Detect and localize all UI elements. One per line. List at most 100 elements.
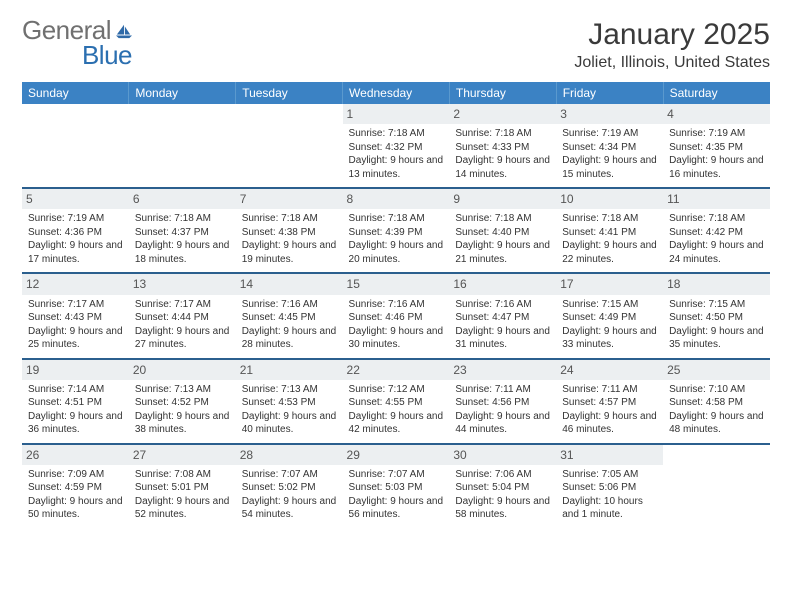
month-title: January 2025 — [574, 18, 770, 52]
calendar-cell-empty — [129, 104, 236, 188]
day-info: Sunrise: 7:15 AMSunset: 4:49 PMDaylight:… — [562, 298, 657, 352]
day-number: 28 — [236, 445, 343, 465]
calendar-cell: 29Sunrise: 7:07 AMSunset: 5:03 PMDayligh… — [343, 444, 450, 528]
logo-text-general: General — [22, 18, 111, 43]
day-info: Sunrise: 7:14 AMSunset: 4:51 PMDaylight:… — [28, 383, 123, 437]
calendar-cell-empty — [22, 104, 129, 188]
day-info: Sunrise: 7:06 AMSunset: 5:04 PMDaylight:… — [455, 468, 550, 522]
calendar-cell: 21 Sunrise: 7:13 AMSunset: 4:53 PMDayligh… — [236, 359, 343, 444]
calendar-cell: 23Sunrise: 7:11 AMSunset: 4:56 PMDayligh… — [449, 359, 556, 444]
day-info: Sunrise: 7:19 AMSunset: 4:34 PMDaylight:… — [562, 127, 657, 181]
day-number: 20 — [129, 360, 236, 380]
calendar-cell: 13 Sunrise: 7:17 AMSunset: 4:44 PMDayligh… — [129, 273, 236, 358]
calendar-cell-empty — [236, 104, 343, 188]
day-info: Sunrise: 7:18 AMSunset: 4:37 PMDaylight:… — [135, 212, 230, 266]
logo: GeneralBlue — [22, 18, 134, 67]
day-info: Sunrise: 7:11 AMSunset: 4:57 PMDaylight:… — [562, 383, 657, 437]
day-number: 19 — [22, 360, 129, 380]
calendar-header-row: SundayMondayTuesdayWednesdayThursdayFrid… — [22, 82, 770, 104]
day-number: 7 — [236, 189, 343, 209]
day-info: Sunrise: 7:18 AMSunset: 4:41 PMDaylight:… — [562, 212, 657, 266]
calendar-cell-empty — [663, 444, 770, 528]
day-number: 13 — [129, 274, 236, 294]
calendar-cell: 15 Sunrise: 7:16 AMSunset: 4:46 PMDayligh… — [343, 273, 450, 358]
calendar-cell: 30 Sunrise: 7:06 AMSunset: 5:04 PMDayligh… — [449, 444, 556, 528]
day-info: Sunrise: 7:13 AMSunset: 4:52 PMDaylight:… — [135, 383, 230, 437]
day-number: 30 — [449, 445, 556, 465]
day-info: Sunrise: 7:16 AMSunset: 4:47 PMDaylight:… — [455, 298, 550, 352]
day-number: 12 — [22, 274, 129, 294]
calendar-row: 5Sunrise: 7:19 AMSunset: 4:36 PMDaylight… — [22, 188, 770, 273]
calendar-cell: 19 Sunrise: 7:14 AMSunset: 4:51 PMDayligh… — [22, 359, 129, 444]
day-number: 25 — [663, 360, 770, 380]
title-block: January 2025 Joliet, Illinois, United St… — [574, 18, 770, 72]
day-number: 17 — [556, 274, 663, 294]
calendar-cell: 8Sunrise: 7:18 AMSunset: 4:39 PMDaylight… — [343, 188, 450, 273]
day-number: 29 — [343, 445, 450, 465]
calendar-cell: 20 Sunrise: 7:13 AMSunset: 4:52 PMDayligh… — [129, 359, 236, 444]
weekday-header: Wednesday — [343, 82, 450, 104]
day-info: Sunrise: 7:09 AMSunset: 4:59 PMDaylight:… — [28, 468, 123, 522]
day-info: Sunrise: 7:10 AMSunset: 4:58 PMDaylight:… — [669, 383, 764, 437]
day-number: 23 — [449, 360, 556, 380]
calendar-cell: 4Sunrise: 7:19 AMSunset: 4:35 PMDaylight… — [663, 104, 770, 188]
day-number: 31 — [556, 445, 663, 465]
day-number: 16 — [449, 274, 556, 294]
calendar-cell: 2 Sunrise: 7:18 AMSunset: 4:33 PMDaylight… — [449, 104, 556, 188]
day-number: 2 — [449, 104, 556, 124]
weekday-header: Thursday — [449, 82, 556, 104]
calendar-body: 1 Sunrise: 7:18 AMSunset: 4:32 PMDaylight… — [22, 104, 770, 528]
day-number: 9 — [449, 189, 556, 209]
calendar-row: 12Sunrise: 7:17 AMSunset: 4:43 PMDayligh… — [22, 273, 770, 358]
day-number: 6 — [129, 189, 236, 209]
weekday-header: Friday — [556, 82, 663, 104]
calendar-cell: 9 Sunrise: 7:18 AMSunset: 4:40 PMDaylight… — [449, 188, 556, 273]
day-number: 15 — [343, 274, 450, 294]
calendar-cell: 25 Sunrise: 7:10 AMSunset: 4:58 PMDayligh… — [663, 359, 770, 444]
day-number: 10 — [556, 189, 663, 209]
calendar-cell: 7Sunrise: 7:18 AMSunset: 4:38 PMDaylight… — [236, 188, 343, 273]
calendar-cell: 31 Sunrise: 7:05 AMSunset: 5:06 PMDayligh… — [556, 444, 663, 528]
day-number: 22 — [343, 360, 450, 380]
day-info: Sunrise: 7:18 AMSunset: 4:33 PMDaylight:… — [455, 127, 550, 181]
calendar-row: 26Sunrise: 7:09 AMSunset: 4:59 PMDayligh… — [22, 444, 770, 528]
calendar-cell: 3Sunrise: 7:19 AMSunset: 4:34 PMDaylight… — [556, 104, 663, 188]
day-number: 27 — [129, 445, 236, 465]
day-info: Sunrise: 7:12 AMSunset: 4:55 PMDaylight:… — [349, 383, 444, 437]
day-number: 18 — [663, 274, 770, 294]
calendar-cell: 12Sunrise: 7:17 AMSunset: 4:43 PMDayligh… — [22, 273, 129, 358]
calendar-cell: 14 Sunrise: 7:16 AMSunset: 4:45 PMDayligh… — [236, 273, 343, 358]
calendar-cell: 24 Sunrise: 7:11 AMSunset: 4:57 PMDayligh… — [556, 359, 663, 444]
logo-text-blue: Blue — [82, 43, 132, 68]
day-info: Sunrise: 7:18 AMSunset: 4:40 PMDaylight:… — [455, 212, 550, 266]
day-number: 21 — [236, 360, 343, 380]
day-number: 11 — [663, 189, 770, 209]
day-info: Sunrise: 7:18 AMSunset: 4:42 PMDaylight:… — [669, 212, 764, 266]
day-number: 1 — [343, 104, 450, 124]
weekday-header: Saturday — [663, 82, 770, 104]
location: Joliet, Illinois, United States — [574, 54, 770, 72]
weekday-header: Sunday — [22, 82, 129, 104]
header: GeneralBlue January 2025 Joliet, Illinoi… — [22, 18, 770, 72]
calendar-cell: 1 Sunrise: 7:18 AMSunset: 4:32 PMDaylight… — [343, 104, 450, 188]
day-number: 8 — [343, 189, 450, 209]
day-number: 4 — [663, 104, 770, 124]
day-info: Sunrise: 7:17 AMSunset: 4:44 PMDaylight:… — [135, 298, 230, 352]
day-info: Sunrise: 7:16 AMSunset: 4:46 PMDaylight:… — [349, 298, 444, 352]
day-info: Sunrise: 7:05 AMSunset: 5:06 PMDaylight:… — [562, 468, 657, 522]
day-info: Sunrise: 7:16 AMSunset: 4:45 PMDaylight:… — [242, 298, 337, 352]
day-info: Sunrise: 7:18 AMSunset: 4:32 PMDaylight:… — [349, 127, 444, 181]
day-number: 14 — [236, 274, 343, 294]
day-number: 5 — [22, 189, 129, 209]
day-info: Sunrise: 7:07 AMSunset: 5:02 PMDaylight:… — [242, 468, 337, 522]
calendar-row: 19 Sunrise: 7:14 AMSunset: 4:51 PMDayligh… — [22, 359, 770, 444]
calendar-cell: 16 Sunrise: 7:16 AMSunset: 4:47 PMDayligh… — [449, 273, 556, 358]
day-info: Sunrise: 7:13 AMSunset: 4:53 PMDaylight:… — [242, 383, 337, 437]
calendar-cell: 10 Sunrise: 7:18 AMSunset: 4:41 PMDayligh… — [556, 188, 663, 273]
calendar-cell: 27 Sunrise: 7:08 AMSunset: 5:01 PMDayligh… — [129, 444, 236, 528]
day-number: 24 — [556, 360, 663, 380]
calendar-table: SundayMondayTuesdayWednesdayThursdayFrid… — [22, 82, 770, 528]
day-info: Sunrise: 7:08 AMSunset: 5:01 PMDaylight:… — [135, 468, 230, 522]
page: GeneralBlue January 2025 Joliet, Illinoi… — [0, 0, 792, 538]
calendar-cell: 18Sunrise: 7:15 AMSunset: 4:50 PMDayligh… — [663, 273, 770, 358]
